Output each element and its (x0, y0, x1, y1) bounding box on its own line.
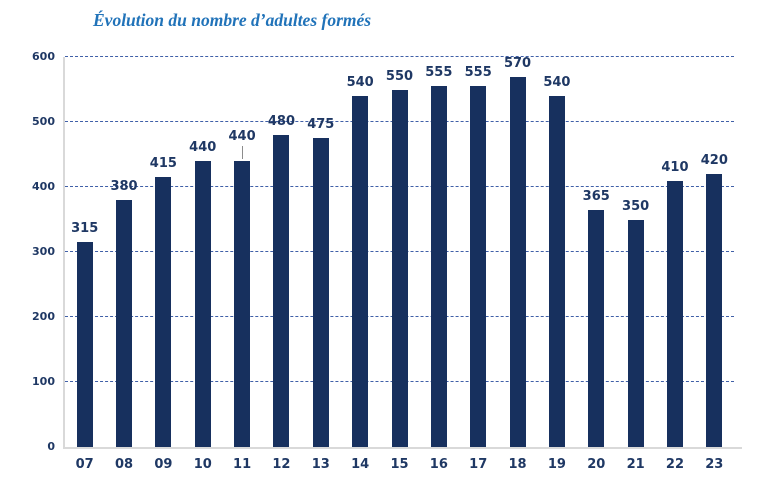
x-tick-label-14: 14 (351, 457, 370, 472)
bar-19 (548, 96, 565, 447)
y-tick-label-300: 300 (32, 245, 55, 258)
gridline-600 (65, 56, 734, 57)
value-label-08: 380 (110, 179, 138, 194)
y-tick-label-400: 400 (32, 180, 55, 193)
bar-22 (666, 180, 683, 447)
y-tick-label-100: 100 (32, 375, 55, 388)
y-axis-labels: 0 100 200 300 400 500 600 (0, 50, 55, 453)
x-tick-label-08: 08 (114, 457, 134, 472)
value-label-19: 540 (543, 75, 571, 90)
x-tick-label-07: 07 (75, 457, 94, 472)
bar-07 (76, 242, 93, 447)
bar-14 (352, 96, 369, 447)
value-label-09: 415 (149, 156, 177, 172)
value-label-12: 480 (267, 114, 295, 129)
value-label-20: 365 (582, 188, 610, 204)
value-label-17: 555 (464, 65, 492, 81)
bar-21 (627, 219, 644, 447)
value-label-13: 475 (307, 117, 335, 133)
value-label-23: 420 (700, 153, 728, 168)
value-label-15: 550 (385, 68, 414, 84)
bar-17 (470, 86, 487, 447)
y-axis-line (63, 57, 65, 449)
x-tick-label-11: 11 (233, 457, 252, 472)
x-tick-label-15: 15 (390, 457, 409, 472)
value-label-16: 555 (425, 65, 453, 81)
value-label-07: 315 (71, 221, 99, 237)
y-tick-label-200: 200 (32, 310, 55, 323)
value-label-21: 350 (622, 198, 650, 214)
value-label-10: 440 (189, 140, 217, 155)
x-tick-label-16: 16 (429, 457, 448, 472)
value-label-11: 440 (228, 129, 256, 144)
x-tick-label-17: 17 (469, 457, 488, 472)
bar-13 (312, 138, 329, 447)
bar-20 (588, 209, 605, 447)
bar-12 (273, 135, 290, 447)
value-label-14: 540 (346, 75, 374, 90)
y-tick-label-0: 0 (47, 440, 55, 453)
x-tick-label-21: 21 (626, 457, 645, 472)
bar-16 (430, 86, 447, 447)
bar-23 (706, 174, 723, 447)
x-tick-label-10: 10 (193, 457, 212, 472)
x-tick-label-22: 22 (665, 457, 685, 472)
bar-18 (509, 76, 526, 447)
plot-area: 315 07 380 08 415 09 440 10 440 11 480 12 475 13 540 14… (63, 55, 742, 472)
x-tick-label-18: 18 (508, 457, 527, 472)
x-tick-label-09: 09 (154, 457, 173, 472)
label-leader-line-11 (242, 146, 244, 159)
x-tick-label-19: 19 (547, 457, 566, 472)
x-axis-line (63, 447, 742, 449)
bar-09 (155, 177, 172, 447)
x-tick-label-12: 12 (272, 457, 291, 472)
y-tick-label-500: 500 (32, 115, 55, 128)
bar-10 (194, 161, 211, 447)
bar-15 (391, 89, 408, 447)
x-tick-label-13: 13 (311, 457, 330, 472)
y-tick-label-600: 600 (32, 50, 55, 63)
chart-title: Évolution du nombre d’adultes formés (93, 10, 372, 30)
x-tick-label-23: 23 (705, 457, 724, 472)
x-tick-label-20: 20 (587, 457, 606, 472)
bar-08 (116, 200, 133, 447)
value-label-22: 410 (661, 159, 689, 175)
bar-11 (234, 161, 251, 447)
value-label-18: 570 (503, 55, 532, 71)
